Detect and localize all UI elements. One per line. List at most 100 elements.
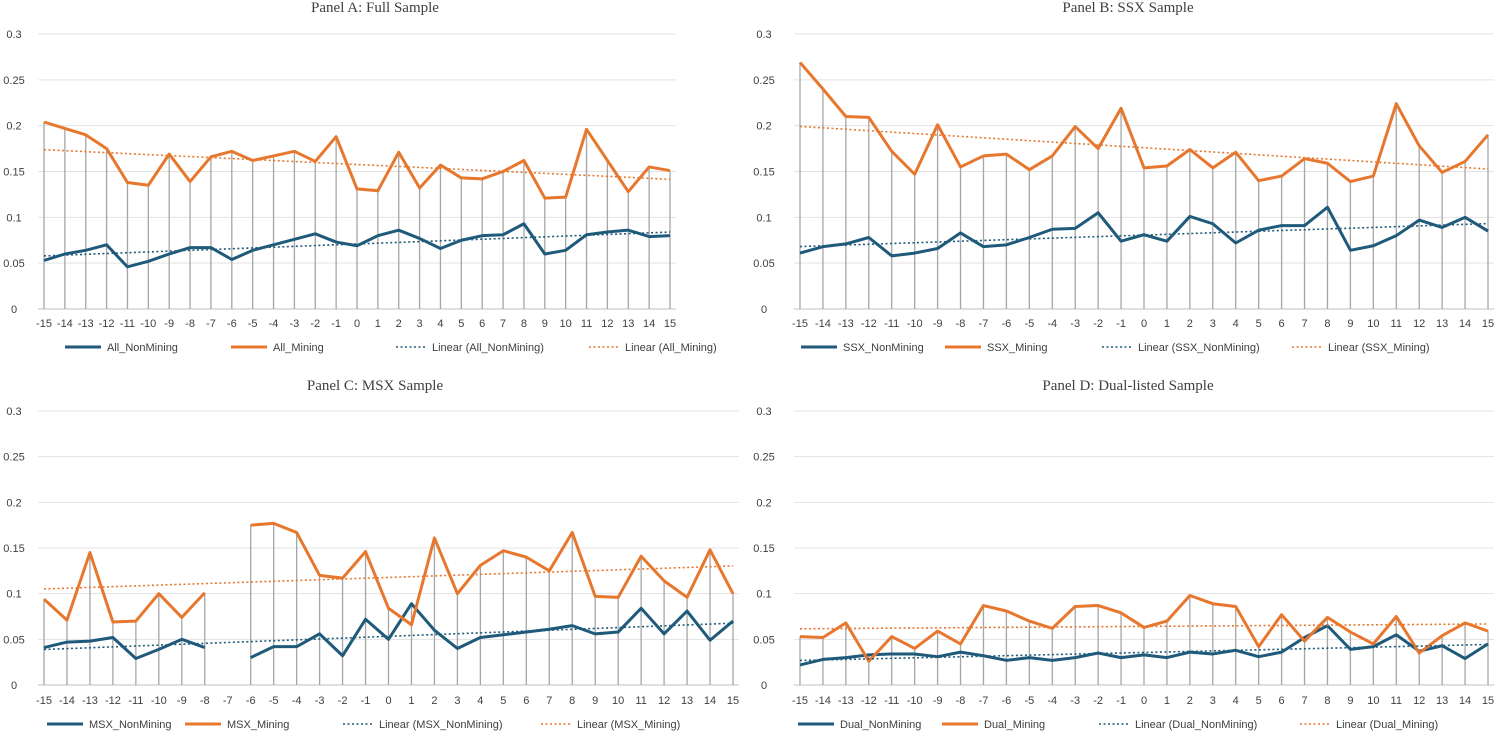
x-tick-label: -5	[269, 695, 279, 707]
x-tick-label: 3	[454, 695, 460, 707]
series-line-Dual_Mining	[799, 593, 1489, 663]
x-tick-label: -6	[1002, 318, 1012, 330]
x-tick-label: 2	[396, 318, 402, 330]
x-tick-label: 15	[1482, 695, 1494, 707]
x-tick-label: 1	[408, 695, 414, 707]
y-tick-label: 0.3	[6, 29, 21, 41]
x-tick-label: 1	[1164, 695, 1170, 707]
x-tick-label: 9	[592, 695, 598, 707]
x-tick-label: -12	[99, 318, 115, 330]
trendline-Dual_NonMining	[799, 643, 1489, 662]
x-tick-label: 10	[612, 695, 624, 707]
y-tick-label: 0.2	[6, 497, 21, 509]
legend-item: MSX_NonMining	[47, 719, 172, 731]
y-tick-label: 0.1	[756, 212, 771, 224]
series-line-MSX_NonMining	[43, 602, 734, 661]
x-tick-label: -14	[59, 695, 75, 707]
x-tick-label: -5	[1024, 695, 1034, 707]
x-tick-label: -9	[933, 695, 943, 707]
legend-item: Linear (All_Mining)	[589, 342, 717, 354]
x-tick-label: 5	[458, 318, 464, 330]
y-tick-label: 0.3	[756, 406, 771, 418]
x-tick-label: -14	[815, 318, 831, 330]
x-tick-label: 0	[1141, 318, 1147, 330]
legend-label: Dual_NonMining	[840, 719, 921, 731]
x-tick-label: 14	[1459, 318, 1471, 330]
x-tick-label: 7	[1301, 695, 1307, 707]
x-tick-label: 5	[1256, 318, 1262, 330]
x-tick-label: 3	[1210, 695, 1216, 707]
x-tick-label: 6	[1279, 695, 1285, 707]
legend-label: Linear (Dual_Mining)	[1336, 719, 1438, 731]
x-tick-label: 12	[1413, 318, 1425, 330]
x-tick-label: -1	[331, 318, 341, 330]
y-tick-label: 0.3	[6, 406, 21, 418]
series-line-All_NonMining	[43, 222, 671, 269]
x-tick-label: -14	[815, 695, 831, 707]
legend-item: SSX_Mining	[945, 342, 1048, 354]
legend-label: Linear (MSX_Mining)	[577, 719, 680, 731]
x-tick-label: -7	[223, 695, 233, 707]
x-tick-label: -8	[956, 695, 966, 707]
y-tick-label: 0.05	[3, 258, 24, 270]
x-tick-label: 12	[658, 695, 670, 707]
x-tick-label: 11	[1391, 318, 1402, 330]
x-tick-label: 2	[1187, 318, 1193, 330]
plot-area: 00.050.10.150.20.250.3-15 -14 -13 -12 -11 -10…	[753, 29, 1494, 330]
series-line-SSX_Mining	[798, 61, 1490, 184]
y-tick-label: 0.15	[753, 543, 774, 555]
legend-label: MSX_Mining	[227, 719, 289, 731]
x-tick-label: -7	[979, 318, 989, 330]
x-tick-label: 5	[1256, 695, 1262, 707]
y-tick-label: 0.25	[753, 75, 774, 87]
trendline-All_Mining	[43, 148, 671, 181]
x-tick-label: -2	[1093, 318, 1103, 330]
x-tick-label: -10	[140, 318, 156, 330]
x-tick-label: -2	[338, 695, 348, 707]
y-tick-label: 0.1	[756, 589, 771, 601]
x-tick-label: -8	[185, 318, 195, 330]
plot-area: 00.050.10.150.20.250.3-15 -14 -13 -12 -11 -10…	[753, 406, 1494, 707]
y-tick-label: 0	[11, 680, 17, 692]
x-tick-label: 13	[1436, 318, 1448, 330]
legend-item: Linear (All_NonMining)	[396, 342, 544, 354]
x-tick-label: 11	[581, 318, 592, 330]
x-tick-label: -4	[1047, 695, 1057, 707]
x-tick-label: -13	[838, 318, 854, 330]
y-tick-label: 0.2	[756, 121, 771, 133]
x-tick-label: -2	[1093, 695, 1103, 707]
chart-panel-c-svg: Panel C: MSX Sample 0 0.05 0.1 0.15 0.2 0.25 0…	[3, 378, 739, 731]
x-tick-label: -9	[164, 318, 174, 330]
x-tick-label: 3	[1210, 318, 1216, 330]
x-tick-label: 5	[500, 695, 506, 707]
x-tick-label: 10	[1367, 695, 1379, 707]
x-tick-label: -14	[57, 318, 73, 330]
series-line-MSX_Mining	[42, 521, 735, 627]
trendline-Dual_Mining	[799, 623, 1489, 630]
legend-item: Linear (MSX_Mining)	[541, 719, 680, 731]
x-tick-label: 9	[1347, 695, 1353, 707]
x-tick-label: -9	[933, 318, 943, 330]
x-tick-label: 10	[560, 318, 572, 330]
y-tick-label: 0.1	[6, 589, 21, 601]
x-tick-label: 2	[431, 695, 437, 707]
x-tick-label: -10	[151, 695, 167, 707]
x-tick-label: -12	[861, 318, 877, 330]
x-tick-label: 13	[622, 318, 634, 330]
legend-label: Linear (All_NonMining)	[432, 342, 544, 354]
y-tick-label: 0	[761, 680, 767, 692]
x-tick-label: 6	[479, 318, 485, 330]
x-tick-label: 12	[601, 318, 613, 330]
x-tick-label: -2	[310, 318, 320, 330]
legend-item: SSX_NonMining	[801, 342, 924, 354]
y-tick-label: 0.15	[753, 167, 774, 179]
legend-item: All_Mining	[231, 342, 324, 354]
plot-area: 00.050.10.150.20.250.3-15 -14 -13 -12 -11 -10…	[3, 29, 676, 330]
x-tick-label: -6	[227, 318, 237, 330]
x-tick-label: 11	[1391, 695, 1402, 707]
legend-label: Linear (MSX_NonMining)	[379, 719, 503, 731]
x-tick-label: 11	[635, 695, 646, 707]
x-tick-label: 7	[546, 695, 552, 707]
x-tick-label: -6	[246, 695, 256, 707]
x-tick-label: 4	[1233, 318, 1239, 330]
